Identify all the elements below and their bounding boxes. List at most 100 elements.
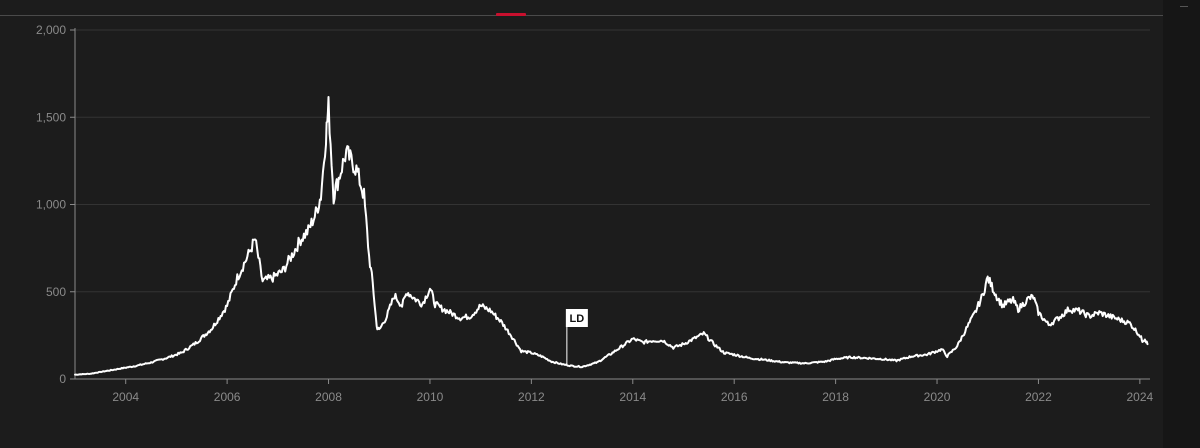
data-point bbox=[622, 345, 624, 347]
data-point bbox=[236, 277, 238, 279]
data-point bbox=[733, 354, 735, 356]
y-tick-label: 1,000 bbox=[36, 198, 66, 212]
data-point bbox=[470, 315, 472, 317]
data-point bbox=[429, 287, 431, 289]
corner-mark-icon bbox=[1180, 0, 1188, 7]
data-point bbox=[652, 340, 654, 342]
x-tick-label: 2010 bbox=[417, 390, 444, 404]
data-point bbox=[642, 341, 644, 343]
data-point bbox=[449, 312, 451, 314]
data-point bbox=[333, 195, 335, 197]
data-point bbox=[748, 357, 750, 359]
x-tick-label: 2024 bbox=[1127, 390, 1154, 404]
data-point bbox=[120, 368, 122, 370]
x-tick-label: 2016 bbox=[721, 390, 748, 404]
x-tick-label: 2014 bbox=[619, 390, 646, 404]
data-point bbox=[1078, 310, 1080, 312]
data-point bbox=[226, 305, 228, 307]
data-point bbox=[300, 238, 302, 240]
data-point bbox=[378, 329, 380, 331]
x-tick-label: 2020 bbox=[924, 390, 951, 404]
data-point bbox=[596, 361, 598, 363]
y-tick-label: 1,500 bbox=[36, 110, 66, 124]
data-point bbox=[150, 361, 152, 363]
data-point bbox=[272, 277, 274, 279]
data-point bbox=[672, 347, 674, 349]
data-point bbox=[1002, 305, 1004, 307]
data-point bbox=[372, 282, 374, 284]
data-point bbox=[865, 357, 867, 359]
data-point bbox=[315, 212, 317, 214]
data-point bbox=[307, 230, 309, 232]
data-point bbox=[997, 298, 999, 300]
data-point bbox=[282, 270, 284, 272]
annotation-label: LD bbox=[570, 313, 585, 325]
data-point bbox=[376, 326, 378, 328]
data-point bbox=[180, 352, 182, 354]
data-point bbox=[386, 315, 388, 317]
data-point bbox=[1058, 317, 1060, 319]
data-point bbox=[895, 360, 897, 362]
data-point bbox=[393, 294, 395, 296]
data-point bbox=[135, 365, 137, 367]
data-point bbox=[338, 177, 340, 179]
data-point bbox=[1141, 340, 1143, 342]
annotation-flag[interactable] bbox=[565, 309, 588, 327]
data-point bbox=[1012, 299, 1014, 301]
data-point bbox=[1017, 308, 1019, 310]
y-tick-label: 500 bbox=[46, 285, 66, 299]
data-point bbox=[941, 348, 943, 350]
data-point bbox=[165, 357, 167, 359]
data-point bbox=[926, 354, 928, 356]
data-point bbox=[434, 303, 436, 305]
data-point bbox=[439, 306, 441, 308]
data-point bbox=[824, 361, 826, 363]
price-line-chart: 0 500 1,000 1,500 2,000 2004 2006 2008 2010 2012 2… bbox=[36, 23, 1154, 404]
data-point bbox=[764, 359, 766, 361]
data-point bbox=[1119, 319, 1121, 321]
x-tick-label: 2018 bbox=[822, 390, 849, 404]
data-point bbox=[850, 356, 852, 358]
data-point bbox=[196, 341, 198, 343]
data-point bbox=[662, 340, 664, 342]
data-point bbox=[541, 355, 543, 357]
data-point bbox=[982, 294, 984, 296]
data-point bbox=[723, 352, 725, 354]
data-point bbox=[804, 362, 806, 364]
data-point bbox=[355, 169, 357, 171]
data-point bbox=[1108, 315, 1110, 317]
data-point bbox=[480, 305, 482, 307]
data-point bbox=[612, 352, 614, 354]
data-point bbox=[520, 350, 522, 352]
top-divider bbox=[0, 15, 1163, 16]
data-point bbox=[368, 256, 370, 258]
data-point bbox=[1146, 343, 1148, 345]
data-point bbox=[880, 358, 882, 360]
data-point bbox=[956, 345, 958, 347]
data-point bbox=[104, 370, 106, 372]
data-point bbox=[406, 291, 408, 293]
data-point bbox=[254, 238, 256, 240]
gridlines bbox=[75, 29, 1150, 293]
series-layer bbox=[74, 96, 1149, 376]
data-point bbox=[328, 106, 330, 108]
data-point bbox=[1027, 298, 1029, 300]
data-point bbox=[1144, 338, 1146, 340]
axes: 0 500 1,000 1,500 2,000 2004 2006 2008 2010 2012 2… bbox=[36, 23, 1154, 404]
data-point bbox=[350, 160, 352, 162]
annotations: LD bbox=[565, 309, 588, 365]
data-point bbox=[693, 338, 695, 340]
data-point bbox=[1129, 322, 1131, 324]
data-point bbox=[835, 358, 837, 360]
data-point bbox=[401, 305, 403, 307]
y-tick-label: 0 bbox=[59, 372, 66, 386]
data-point bbox=[345, 151, 347, 153]
data-point bbox=[987, 277, 989, 279]
data-point bbox=[1088, 315, 1090, 317]
data-point bbox=[262, 280, 264, 282]
data-point bbox=[490, 310, 492, 312]
active-tab-indicator bbox=[496, 13, 526, 16]
data-point bbox=[510, 334, 512, 336]
data-point bbox=[421, 303, 423, 305]
